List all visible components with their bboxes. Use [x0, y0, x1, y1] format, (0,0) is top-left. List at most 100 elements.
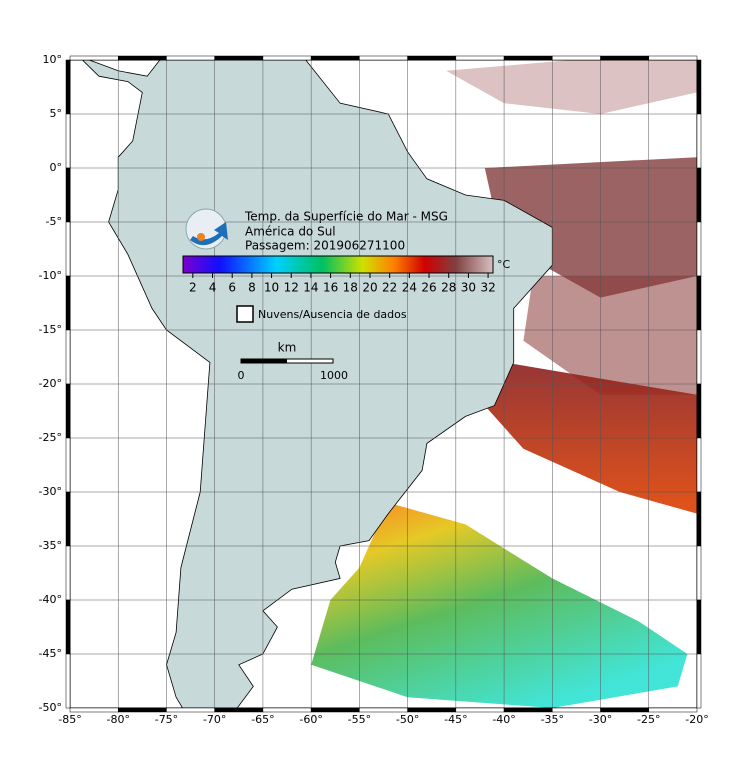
border-segment [214, 55, 264, 61]
colorbar-tick-label: 22 [382, 281, 397, 295]
border-segment [65, 59, 71, 115]
border-segment [552, 707, 601, 713]
border-segment [65, 383, 71, 439]
lon-tick-label: -80° [106, 713, 129, 726]
lon-tick-label: -30° [589, 713, 612, 726]
lat-tick-label: -35° [39, 539, 62, 552]
colorbar-tick-label: 16 [323, 281, 338, 295]
border-segment [600, 55, 650, 61]
border-segment [65, 653, 71, 709]
colorbar-tick-label: 20 [362, 281, 377, 295]
lon-tick-label: -60° [299, 713, 322, 726]
colorbar-tick-label: 14 [303, 281, 318, 295]
border-segment [696, 113, 702, 169]
lat-tick-label: -15° [39, 323, 62, 336]
border-segment [117, 707, 167, 713]
lon-tick-label: -85° [58, 713, 81, 726]
colorbar-tick-label: 8 [248, 281, 256, 295]
border-segment [310, 707, 360, 713]
border-segment [262, 55, 312, 61]
colorbar-tick-label: 6 [228, 281, 236, 295]
lat-tick-label: 0° [50, 161, 63, 174]
lat-tick-label: -5° [46, 215, 62, 228]
map-content [70, 60, 697, 708]
border-segment [262, 707, 312, 713]
lat-tick-label: -40° [39, 593, 62, 606]
border-segment [696, 599, 702, 655]
colorbar-tick-label: 32 [480, 281, 495, 295]
border-segment [503, 55, 553, 61]
sst-patch [484, 157, 697, 298]
border-segment [69, 55, 119, 61]
border-segment [65, 167, 71, 223]
border-segment [696, 221, 702, 277]
scale-label: 0 [238, 369, 245, 382]
border-segment [696, 59, 702, 115]
border-segment [117, 55, 167, 61]
lon-tick-label: -35° [541, 713, 564, 726]
colorbar-tick-label: 12 [284, 281, 299, 295]
scale-unit: km [278, 341, 297, 355]
border-segment [359, 55, 408, 61]
title-block: Temp. da Superfície do Mar - MSG América… [185, 208, 448, 253]
lon-tick-label: -65° [251, 713, 274, 726]
colorbar-unit: °C [497, 258, 511, 271]
lon-tick-label: -40° [492, 713, 515, 726]
lat-tick-label: 10° [43, 53, 63, 66]
border-segment [359, 707, 408, 713]
lon-tick-label: -50° [396, 713, 419, 726]
border-segment [600, 707, 650, 713]
border-segment [65, 491, 71, 547]
lat-tick-label: -30° [39, 485, 62, 498]
border-segment [648, 55, 698, 61]
border-segment [65, 329, 71, 385]
sst-patch [311, 502, 688, 708]
lon-tick-label: -55° [348, 713, 371, 726]
border-segment [310, 55, 360, 61]
scale-bar: km 0 1000 [238, 341, 349, 383]
border-segment [166, 55, 215, 61]
logo-dot [197, 233, 205, 241]
lon-tick-label: -25° [637, 713, 660, 726]
colorbar-tick-label: 26 [421, 281, 436, 295]
colorbar-tick-label: 24 [402, 281, 417, 295]
border-segment [648, 707, 698, 713]
border-segment [407, 707, 457, 713]
border-segment [455, 707, 505, 713]
border-segment [65, 113, 71, 169]
border-segment [696, 491, 702, 547]
title-line: América do Sul [245, 225, 336, 239]
border-segment [503, 707, 553, 713]
border-segment [696, 653, 702, 709]
border-segment [65, 599, 71, 655]
border-segment [407, 55, 457, 61]
lat-tick-label: -10° [39, 269, 62, 282]
lat-tick-label: -25° [39, 431, 62, 444]
colorbar: °C 2 4 6 8 10 12 14 16 18 20 22 24 26 28 30 32 [182, 255, 511, 295]
lat-tick-label: -20° [39, 377, 62, 390]
frame-border [65, 55, 702, 713]
border-segment [455, 55, 505, 61]
sst-patch [446, 60, 697, 114]
border-segment [65, 545, 71, 601]
colorbar-tick-label: 18 [343, 281, 358, 295]
lon-tick-label: -70° [203, 713, 226, 726]
legend-swatch [236, 305, 254, 323]
border-segment [552, 55, 601, 61]
lon-tick-label: -75° [155, 713, 178, 726]
title-line: Temp. da Superfície do Mar - MSG [244, 210, 448, 224]
sst-patch [523, 276, 697, 395]
border-segment [696, 275, 702, 331]
lat-tick-label: -45° [39, 647, 62, 660]
scale-label: 1000 [320, 369, 348, 382]
colorbar-tick-label: 28 [441, 281, 456, 295]
legend-label: Nuvens/Ausencia de dados [258, 308, 407, 321]
title-line: Passagem: 201906271100 [245, 239, 405, 253]
border-segment [65, 221, 71, 277]
colorbar-tick-label: 30 [461, 281, 476, 295]
border-segment [696, 545, 702, 601]
colorbar-gradient [182, 255, 494, 274]
lat-tick-label: -50° [39, 701, 62, 714]
lon-tick-label: -45° [444, 713, 467, 726]
